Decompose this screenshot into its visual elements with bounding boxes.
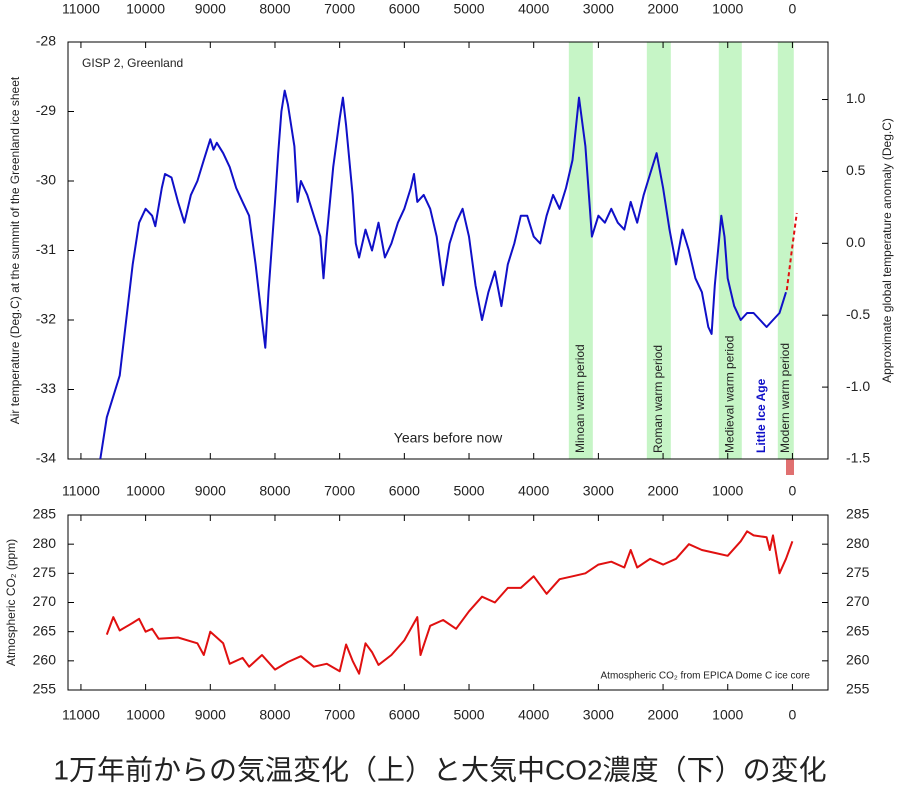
plot-frame <box>67 514 829 691</box>
y-tick-label: 285 <box>33 506 57 522</box>
x-axis-label: Years before now <box>394 430 503 446</box>
panel: Minoan warm period Roman warm period Medie… <box>8 1 894 499</box>
x-tick-label: 10000 <box>126 707 165 723</box>
y2-tick-label: 275 <box>846 564 870 580</box>
period-label: Modern warm period <box>778 343 792 453</box>
x-tick-label: 10000 <box>126 1 165 17</box>
annotation: Atmospheric CO₂ from EPICA Dome C ice co… <box>601 671 811 682</box>
x-tick-label: 5000 <box>453 1 484 17</box>
data-line <box>785 212 798 291</box>
y2-tick-label: 260 <box>846 652 870 668</box>
x-tick-label: 3000 <box>583 1 614 17</box>
y2-tick-label: -1.5 <box>846 450 870 466</box>
y-tick-label: 280 <box>33 535 57 551</box>
modern-marker <box>786 459 794 475</box>
y2-tick-label: 270 <box>846 593 870 609</box>
y-tick-label: -28 <box>36 33 56 49</box>
x-tick-label: 6000 <box>389 483 420 499</box>
annotation: GISP 2, Greenland <box>82 56 183 70</box>
y-tick-label: -33 <box>36 380 56 396</box>
x-tick-label: 11000 <box>62 707 100 723</box>
x-tick-label: 10000 <box>126 483 165 499</box>
caption: 1万年前からの気温変化（上）と大気中CO2濃度（下）の変化 <box>53 754 826 785</box>
y2-tick-label: 0.0 <box>846 234 866 250</box>
x-tick-label: 9000 <box>195 707 226 723</box>
y-tick-label: -29 <box>36 102 56 118</box>
x-tick-label: 5000 <box>453 707 484 723</box>
y2-tick-label: 285 <box>846 506 870 522</box>
period-band <box>646 42 671 459</box>
data-line <box>99 89 787 460</box>
x-tick-label: 11000 <box>62 483 100 499</box>
period-label: Medieval warm period <box>722 336 736 453</box>
x-tick-label: 2000 <box>647 707 678 723</box>
period-label: Roman warm period <box>651 345 665 453</box>
y-tick-label: -30 <box>36 172 56 188</box>
y2-tick-label: 280 <box>846 535 870 551</box>
x-tick-label: 5000 <box>453 483 484 499</box>
x-tick-label: 8000 <box>259 707 290 723</box>
x-tick-label: 9000 <box>195 1 226 17</box>
y2-tick-label: 1.0 <box>846 90 866 106</box>
x-tick-label: 2000 <box>647 1 678 17</box>
period-label: Minoan warm period <box>573 344 587 453</box>
y2-tick-label: 255 <box>846 681 870 697</box>
x-tick-label: 8000 <box>259 483 290 499</box>
x-tick-label: 9000 <box>195 483 226 499</box>
x-tick-label: 11000 <box>62 1 100 17</box>
annotation: Little Ice Age <box>754 378 768 453</box>
y-tick-label: 260 <box>33 652 57 668</box>
y-tick-label: 255 <box>33 681 57 697</box>
x-tick-label: 6000 <box>389 1 420 17</box>
y-tick-label: 270 <box>33 593 57 609</box>
x-tick-label: 8000 <box>259 1 290 17</box>
x-tick-label: 1000 <box>712 707 743 723</box>
x-tick-label: 7000 <box>324 483 355 499</box>
x-tick-label: 3000 <box>583 707 614 723</box>
y-axis-label: Atmospheric CO₂ (ppm) <box>4 539 18 666</box>
x-tick-label: 0 <box>789 707 797 723</box>
x-tick-label: 4000 <box>518 707 549 723</box>
data-line <box>105 530 794 675</box>
y-tick-label: 275 <box>33 564 57 580</box>
y-tick-label: -32 <box>36 311 56 327</box>
x-tick-label: 4000 <box>518 483 549 499</box>
y2-axis-label: Approximate global temperature anomaly (… <box>880 118 894 383</box>
y2-tick-label: -1.0 <box>846 378 870 394</box>
period-band <box>718 42 742 459</box>
y2-tick-label: 0.5 <box>846 162 866 178</box>
y2-tick-label: 265 <box>846 622 870 638</box>
x-tick-label: 1000 <box>712 483 743 499</box>
x-tick-label: 0 <box>789 483 797 499</box>
x-tick-label: 2000 <box>647 483 678 499</box>
x-tick-label: 1000 <box>712 1 743 17</box>
x-tick-label: 0 <box>789 1 797 17</box>
y-tick-label: -34 <box>36 450 56 466</box>
x-tick-label: 7000 <box>324 707 355 723</box>
x-tick-label: 6000 <box>389 707 420 723</box>
y-tick-label: 265 <box>33 622 57 638</box>
y2-tick-label: -0.5 <box>846 306 870 322</box>
panel: 11000 10000 9000 8000 7000 6000 5000 4000 3000 20… <box>4 506 869 723</box>
y-axis-label: Air temperature (Deg.C) at the summit of… <box>8 76 22 424</box>
x-tick-label: 7000 <box>324 1 355 17</box>
y-tick-label: -31 <box>36 241 56 257</box>
period-band <box>777 42 794 459</box>
x-tick-label: 3000 <box>583 483 614 499</box>
x-tick-label: 4000 <box>518 1 549 17</box>
